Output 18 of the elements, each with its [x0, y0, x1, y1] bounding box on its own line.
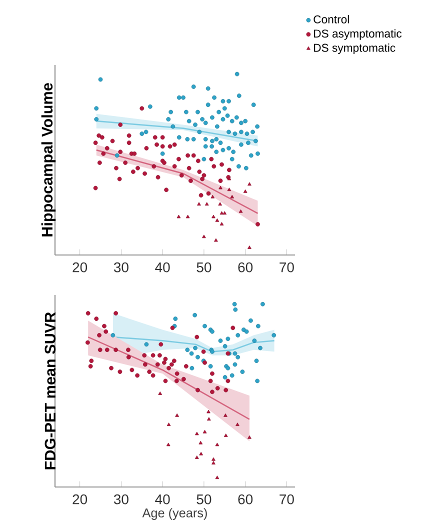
legend-label: Control: [314, 15, 349, 24]
x-tick-label: 70: [280, 494, 294, 504]
y-axis-title: Hippocampal Volume: [41, 83, 56, 236]
x-tick-label: 40: [155, 494, 170, 504]
x-tick-label: 70: [280, 262, 294, 272]
x-tick-label: 30: [114, 262, 128, 272]
x-tick-label: 20: [72, 262, 88, 272]
x-tick-label: 60: [238, 494, 253, 504]
y-axis-title: FDG-PET mean SUVR: [44, 312, 56, 470]
x-tick-label: 60: [238, 262, 253, 272]
x-tick-label: 50: [196, 494, 212, 504]
legend-label: DS symptomatic: [314, 43, 396, 54]
x-tick-label: 40: [155, 262, 170, 272]
x-tick-label: 20: [72, 494, 88, 504]
legend-label: DS asymptomatic: [314, 29, 402, 40]
x-axis-title: Age (years): [142, 508, 207, 520]
x-tick-label: 50: [196, 262, 212, 272]
x-tick-label: 30: [114, 494, 128, 504]
